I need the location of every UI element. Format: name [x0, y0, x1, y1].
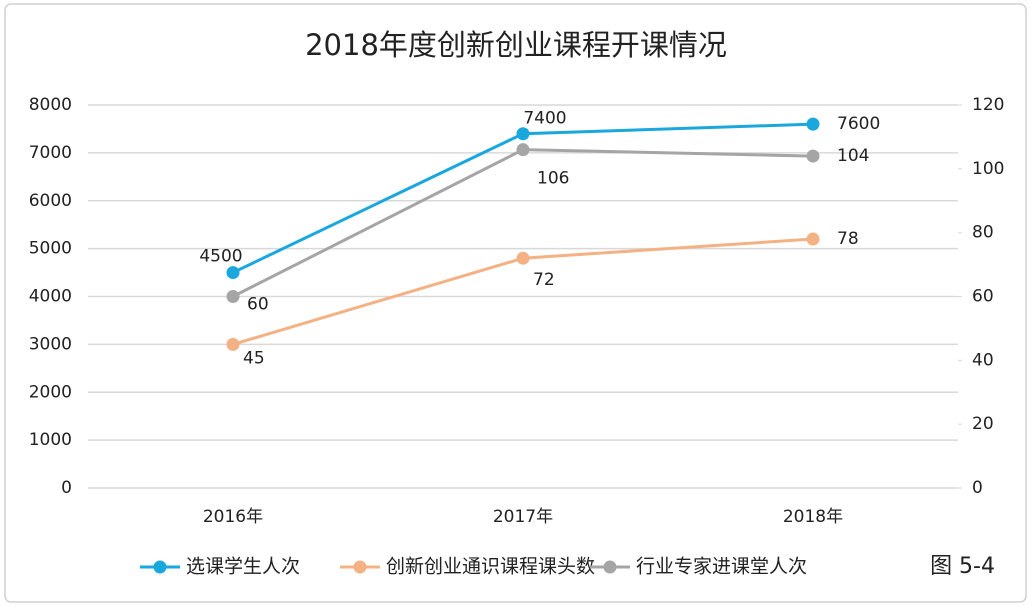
y-tick-label: 8000	[29, 95, 72, 115]
legend-label: 行业专家进课堂人次	[636, 556, 807, 578]
data-label: 4500	[199, 247, 242, 267]
x-tick-label: 2016年	[203, 507, 263, 527]
legend-label: 选课学生人次	[186, 556, 300, 578]
data-point	[806, 149, 820, 163]
data-label: 106	[537, 169, 569, 189]
y2-tick-label: 60	[972, 287, 994, 307]
y-tick-label: 7000	[29, 143, 72, 163]
data-label: 78	[837, 229, 859, 249]
data-label: 7400	[523, 109, 566, 129]
data-point	[806, 232, 820, 246]
legend-marker	[353, 560, 367, 574]
y-tick-label: 6000	[29, 191, 72, 211]
data-label: 60	[247, 295, 269, 315]
x-tick-label: 2017年	[493, 507, 553, 527]
y2-tick-label: 80	[972, 223, 994, 243]
y-tick-label: 0	[61, 478, 72, 498]
y2-tick-label: 40	[972, 350, 994, 370]
y2-tick-label: 20	[972, 414, 994, 434]
figure-label: 图 5-4	[930, 554, 995, 579]
data-label: 104	[837, 146, 869, 166]
data-point	[806, 117, 820, 131]
data-point	[226, 266, 240, 280]
x-tick-label: 2018年	[783, 507, 843, 527]
data-point	[226, 290, 240, 303]
y-tick-label: 3000	[29, 334, 72, 354]
data-point	[516, 143, 530, 157]
chart-title: 2018年度创新创业课程开课情况	[305, 28, 727, 62]
data-label: 45	[243, 348, 265, 368]
data-point	[226, 337, 240, 351]
data-point	[516, 127, 530, 141]
data-point	[516, 251, 530, 265]
legend-marker	[603, 560, 617, 574]
data-label: 72	[533, 270, 555, 290]
y-tick-label: 1000	[29, 430, 72, 450]
data-label: 7600	[837, 114, 880, 134]
y2-tick-label: 100	[972, 159, 1004, 179]
y-tick-label: 5000	[29, 239, 72, 259]
y-tick-label: 4000	[29, 287, 72, 307]
y2-tick-label: 120	[972, 95, 1004, 115]
legend-marker	[153, 560, 167, 574]
legend-label: 创新创业通识课程课头数	[386, 556, 595, 578]
y-tick-label: 2000	[29, 382, 72, 402]
y2-tick-label: 0	[972, 478, 983, 498]
